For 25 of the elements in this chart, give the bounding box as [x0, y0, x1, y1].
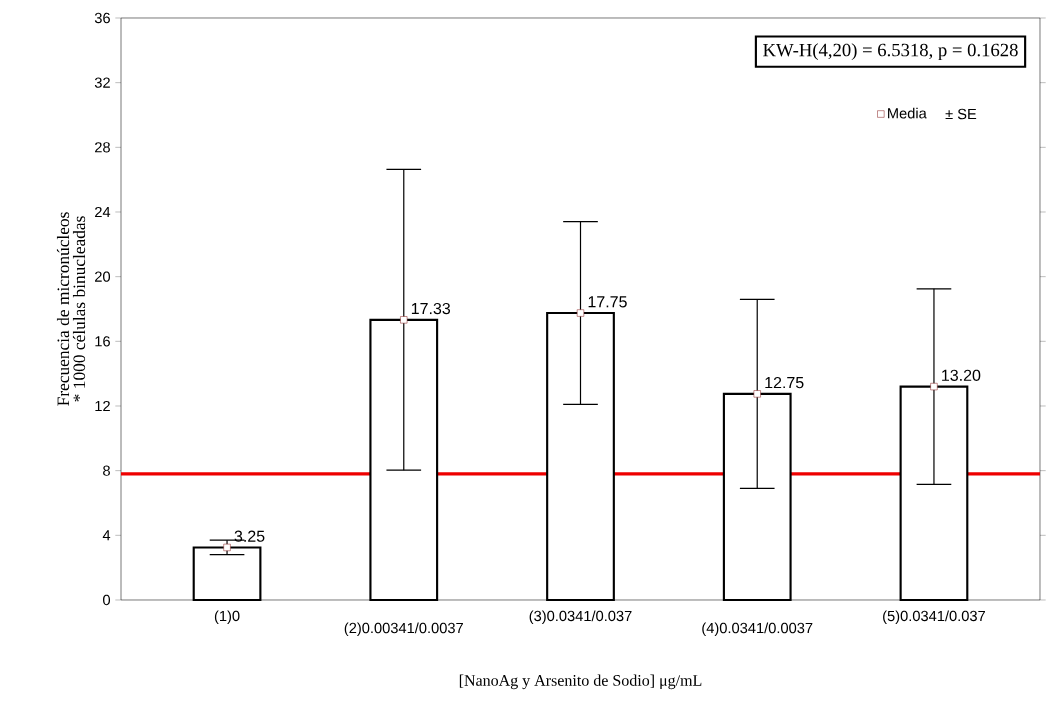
y-tick-label: 4 — [102, 530, 111, 541]
y-tick-label: 8 — [103, 465, 110, 476]
y-tick-label: 20 — [95, 271, 111, 282]
x-tick-label: (1)0 — [214, 610, 240, 625]
x-tick-label: (3)0.0341/0.037 — [529, 610, 632, 625]
y-tick-label: 24 — [95, 206, 111, 218]
annotation: ± SE — [945, 108, 977, 120]
y-tick-label: 16 — [95, 336, 110, 347]
y-tick-label: 0 — [103, 594, 111, 606]
y-tick-label: 12 — [95, 400, 110, 412]
data-label: 3.25 — [234, 530, 265, 542]
y-tick-label: 32 — [94, 77, 110, 88]
y-tick-label: 28 — [95, 142, 110, 153]
x-tick-label: (2)0.00341/0.0037 — [344, 622, 463, 637]
x-axis-title: [NanoAg y Arsenito de Sodio] μg/mL — [459, 674, 702, 690]
data-label: 13.20 — [942, 369, 981, 381]
x-tick-label: (4)0.0341/0.0037 — [702, 622, 813, 637]
annotation: KW-H(4,20) = 6.5318, p = 0.1628 — [763, 43, 1018, 61]
y-axis-title: Frecuencia de micronúcleos * 1000 células binucleadas — [56, 212, 86, 406]
data-label: 17.33 — [411, 302, 451, 315]
data-label: 17.75 — [588, 296, 627, 308]
data-label: 12.75 — [765, 376, 804, 389]
legend-label: Media — [888, 107, 927, 119]
x-tick-label: (5)0.0341/0.037 — [883, 610, 985, 625]
y-tick-label: 36 — [94, 12, 110, 24]
